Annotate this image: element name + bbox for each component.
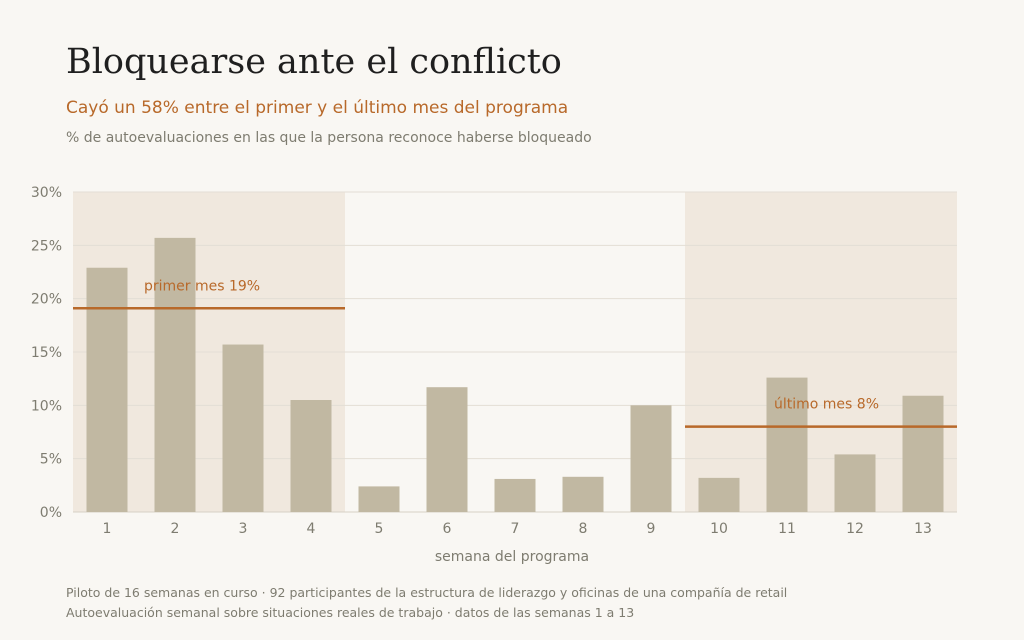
y-tick-label: 30% — [31, 185, 62, 201]
y-tick-label: 25% — [31, 238, 62, 254]
bars — [86, 237, 944, 512]
bar-week-1 — [86, 267, 128, 512]
x-tick-label: 12 — [846, 521, 864, 537]
y-tick-label: 5% — [40, 452, 62, 468]
y-tick-label: 20% — [31, 292, 62, 308]
y-tick-label: 15% — [31, 345, 62, 361]
bar-week-6 — [426, 387, 468, 512]
reference-line-label-1: primer mes 19% — [144, 278, 260, 294]
chart-title: Bloquearse ante el conflicto — [66, 42, 562, 82]
x-tick-label: 6 — [443, 521, 452, 537]
bar-week-5 — [358, 486, 400, 512]
bar-week-7 — [494, 478, 536, 512]
footnote-1: Piloto de 16 semanas en curso · 92 parti… — [66, 585, 788, 600]
x-tick-label: 13 — [914, 521, 932, 537]
bar-week-10 — [698, 477, 740, 512]
y-tick-labels: 0% 5% 10% 15% 20% 25% 30% — [31, 185, 62, 521]
bar-week-8 — [562, 476, 604, 512]
chart-subtitle: Cayó un 58% entre el primer y el último … — [66, 98, 569, 118]
x-tick-label: 4 — [307, 521, 316, 537]
x-tick-label: 2 — [171, 521, 180, 537]
x-tick-labels: 1 2 3 4 5 6 7 8 9 10 11 12 13 — [103, 521, 932, 537]
bar-week-11 — [766, 377, 808, 512]
bar-week-2 — [154, 237, 196, 512]
y-tick-label: 0% — [40, 505, 62, 521]
x-tick-label: 11 — [778, 521, 796, 537]
bar-week-9 — [630, 405, 672, 512]
bar-week-4 — [290, 400, 332, 512]
x-tick-label: 1 — [103, 521, 112, 537]
reference-lines: primer mes 19% último mes 8% — [73, 278, 957, 428]
x-tick-label: 5 — [375, 521, 384, 537]
x-tick-label: 3 — [239, 521, 248, 537]
x-tick-label: 8 — [579, 521, 588, 537]
x-tick-label: 9 — [647, 521, 656, 537]
bar-week-12 — [834, 454, 876, 512]
bar-week-13 — [902, 395, 944, 512]
x-axis-label: semana del programa — [435, 549, 589, 565]
x-tick-label: 10 — [710, 521, 728, 537]
reference-line-label-2: último mes 8% — [774, 397, 879, 413]
bar-week-3 — [222, 344, 264, 512]
chart-description: % de autoevaluaciones en las que la pers… — [66, 130, 592, 146]
y-tick-label: 10% — [31, 398, 62, 414]
x-tick-label: 7 — [511, 521, 520, 537]
footnote-2: Autoevaluación semanal sobre situaciones… — [66, 605, 635, 620]
